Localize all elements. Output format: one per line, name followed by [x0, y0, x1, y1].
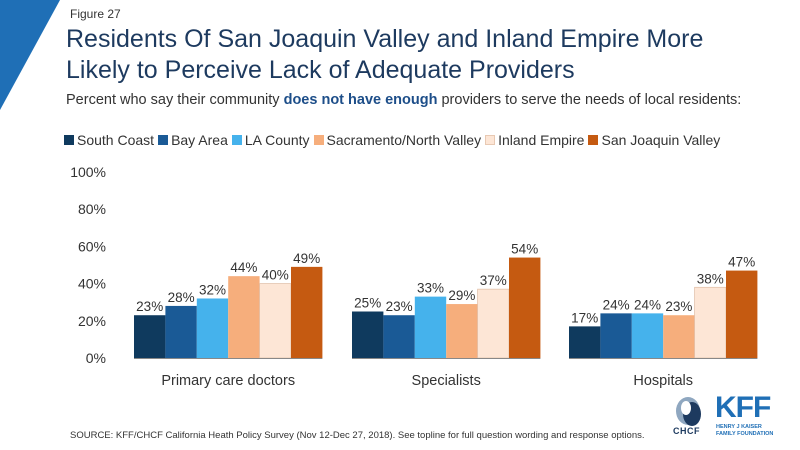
data-label: 17% [571, 310, 598, 325]
chart-subtitle: Percent who say their community does not… [66, 92, 741, 108]
kff-logo-subtitle: HENRY J KAISER FAMILY FOUNDATION [716, 424, 773, 437]
kff-logo: KFF [715, 391, 771, 424]
y-tick-label: 60% [78, 238, 106, 254]
legend-item: Inland Empire [485, 132, 584, 148]
data-label: 24% [603, 297, 630, 312]
source-note: SOURCE: KFF/CHCF California Heath Policy… [70, 430, 645, 441]
legend-label: Bay Area [171, 132, 228, 148]
legend-label: LA County [244, 132, 310, 148]
bar [569, 326, 601, 358]
data-label: 28% [168, 290, 195, 305]
data-label: 33% [417, 281, 444, 296]
y-tick-label: 100% [70, 164, 106, 180]
y-tick-label: 80% [78, 201, 106, 217]
y-tick-label: 0% [86, 350, 106, 366]
legend-swatch [313, 135, 324, 145]
legend-swatch [588, 135, 599, 145]
figure-label: Figure 27 [70, 7, 121, 21]
y-tick-label: 20% [78, 313, 106, 329]
corner-triangle [0, 0, 60, 110]
bar [352, 311, 384, 358]
data-label: 49% [293, 251, 320, 266]
bar [228, 276, 260, 358]
chcf-logo-icon [676, 397, 701, 426]
data-label: 40% [262, 268, 289, 283]
bar [259, 283, 292, 359]
bar [414, 296, 447, 358]
y-tick-label: 40% [78, 276, 106, 292]
kff-sub-line1: HENRY J KAISER [716, 424, 762, 430]
legend-swatch [158, 135, 169, 145]
page-title: Residents Of San Joaquin Valley and Inla… [66, 25, 704, 84]
data-label: 25% [354, 296, 381, 311]
data-label: 23% [136, 299, 163, 314]
bar [726, 270, 758, 358]
bar [694, 286, 727, 359]
data-label: 37% [480, 273, 507, 288]
legend-item: Sacramento/North Valley [313, 132, 482, 148]
subtitle-suffix: providers to serve the needs of local re… [437, 92, 742, 108]
category-label: Specialists [412, 373, 481, 389]
bar [509, 257, 541, 358]
data-label: 29% [448, 288, 475, 303]
bar [291, 266, 323, 358]
bar [134, 315, 166, 358]
legend-swatch [485, 135, 496, 145]
data-label: 23% [665, 299, 692, 314]
legend-item: LA County [231, 132, 310, 148]
legend-item: South Coast [64, 132, 154, 148]
legend-label: South Coast [77, 132, 155, 148]
bar [196, 298, 229, 358]
subtitle-emphasis: does not have enough [283, 92, 438, 108]
data-label: 32% [199, 282, 226, 297]
bar [446, 304, 478, 358]
data-label: 24% [634, 297, 661, 312]
chcf-logo-text: CHCF [673, 426, 700, 436]
chart-legend: South Coast Bay Area LA County Sacramento/N… [64, 132, 724, 148]
data-label: 23% [386, 299, 413, 314]
category-label: Primary care doctors [161, 373, 295, 389]
data-label: 38% [697, 271, 724, 286]
legend-item: Bay Area [158, 132, 228, 148]
bar [600, 313, 632, 358]
bar [383, 315, 415, 358]
category-label: Hospitals [633, 373, 693, 389]
bar [663, 315, 695, 358]
legend-label: Inland Empire [498, 132, 585, 148]
corner-accent [0, 0, 60, 110]
legend-swatch [64, 135, 74, 145]
bar [631, 313, 664, 358]
legend-item: San Joaquin Valley [588, 132, 720, 148]
bar [165, 305, 197, 358]
kff-sub-line2: FAMILY FOUNDATION [716, 430, 774, 437]
data-label: 54% [511, 242, 538, 257]
legend-swatch [231, 135, 242, 145]
data-label: 44% [230, 260, 257, 275]
legend-label: Sacramento/North Valley [326, 132, 482, 148]
bar [477, 288, 510, 359]
data-label: 47% [728, 255, 755, 270]
legend-label: San Joaquin Valley [601, 132, 721, 148]
subtitle-prefix: Percent who say their community [66, 92, 284, 108]
